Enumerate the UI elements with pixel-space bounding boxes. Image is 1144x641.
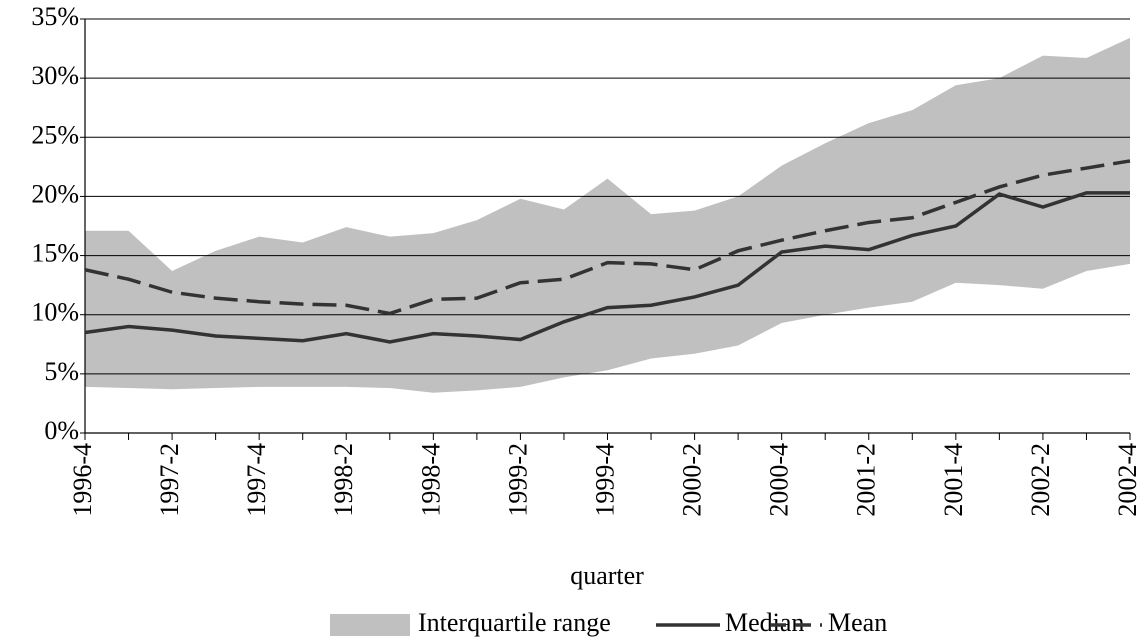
y-tick-label: 0%: [44, 416, 79, 445]
x-tick-label: 2002-2: [1026, 443, 1055, 517]
x-tick-label: 1998-2: [329, 443, 358, 517]
legend-label: Mean: [828, 608, 887, 637]
x-tick-label: 2002-4: [1113, 443, 1142, 517]
y-tick-label: 5%: [44, 357, 79, 386]
line-series: [84, 159, 1131, 316]
legend-label: Median: [725, 608, 804, 637]
x-tick-label: 1997-2: [155, 443, 184, 517]
y-tick-label: 10%: [31, 298, 79, 327]
y-tick-label: 25%: [31, 120, 79, 149]
y-tick-label: 20%: [31, 179, 79, 208]
legend-label: Interquartile range: [418, 608, 611, 637]
legend-swatch: [330, 614, 410, 636]
line-series: [84, 191, 1130, 344]
x-tick-label: 1997-4: [242, 443, 271, 517]
x-tick-label: 1999-4: [590, 443, 619, 517]
x-tick-label: 1999-2: [503, 443, 532, 517]
x-axis-label: quarter: [570, 561, 644, 590]
x-tick-label: 1996-4: [68, 443, 97, 517]
x-tick-label: 2000-2: [678, 443, 707, 517]
y-tick-label: 30%: [31, 61, 79, 90]
y-tick-label: 15%: [31, 239, 79, 268]
x-tick-label: 2001-2: [852, 443, 881, 517]
y-tick-label: 35%: [31, 2, 79, 31]
x-tick-label: 2000-4: [765, 443, 794, 517]
x-tick-label: 1998-4: [416, 443, 445, 517]
x-tick-label: 2001-4: [939, 443, 968, 517]
